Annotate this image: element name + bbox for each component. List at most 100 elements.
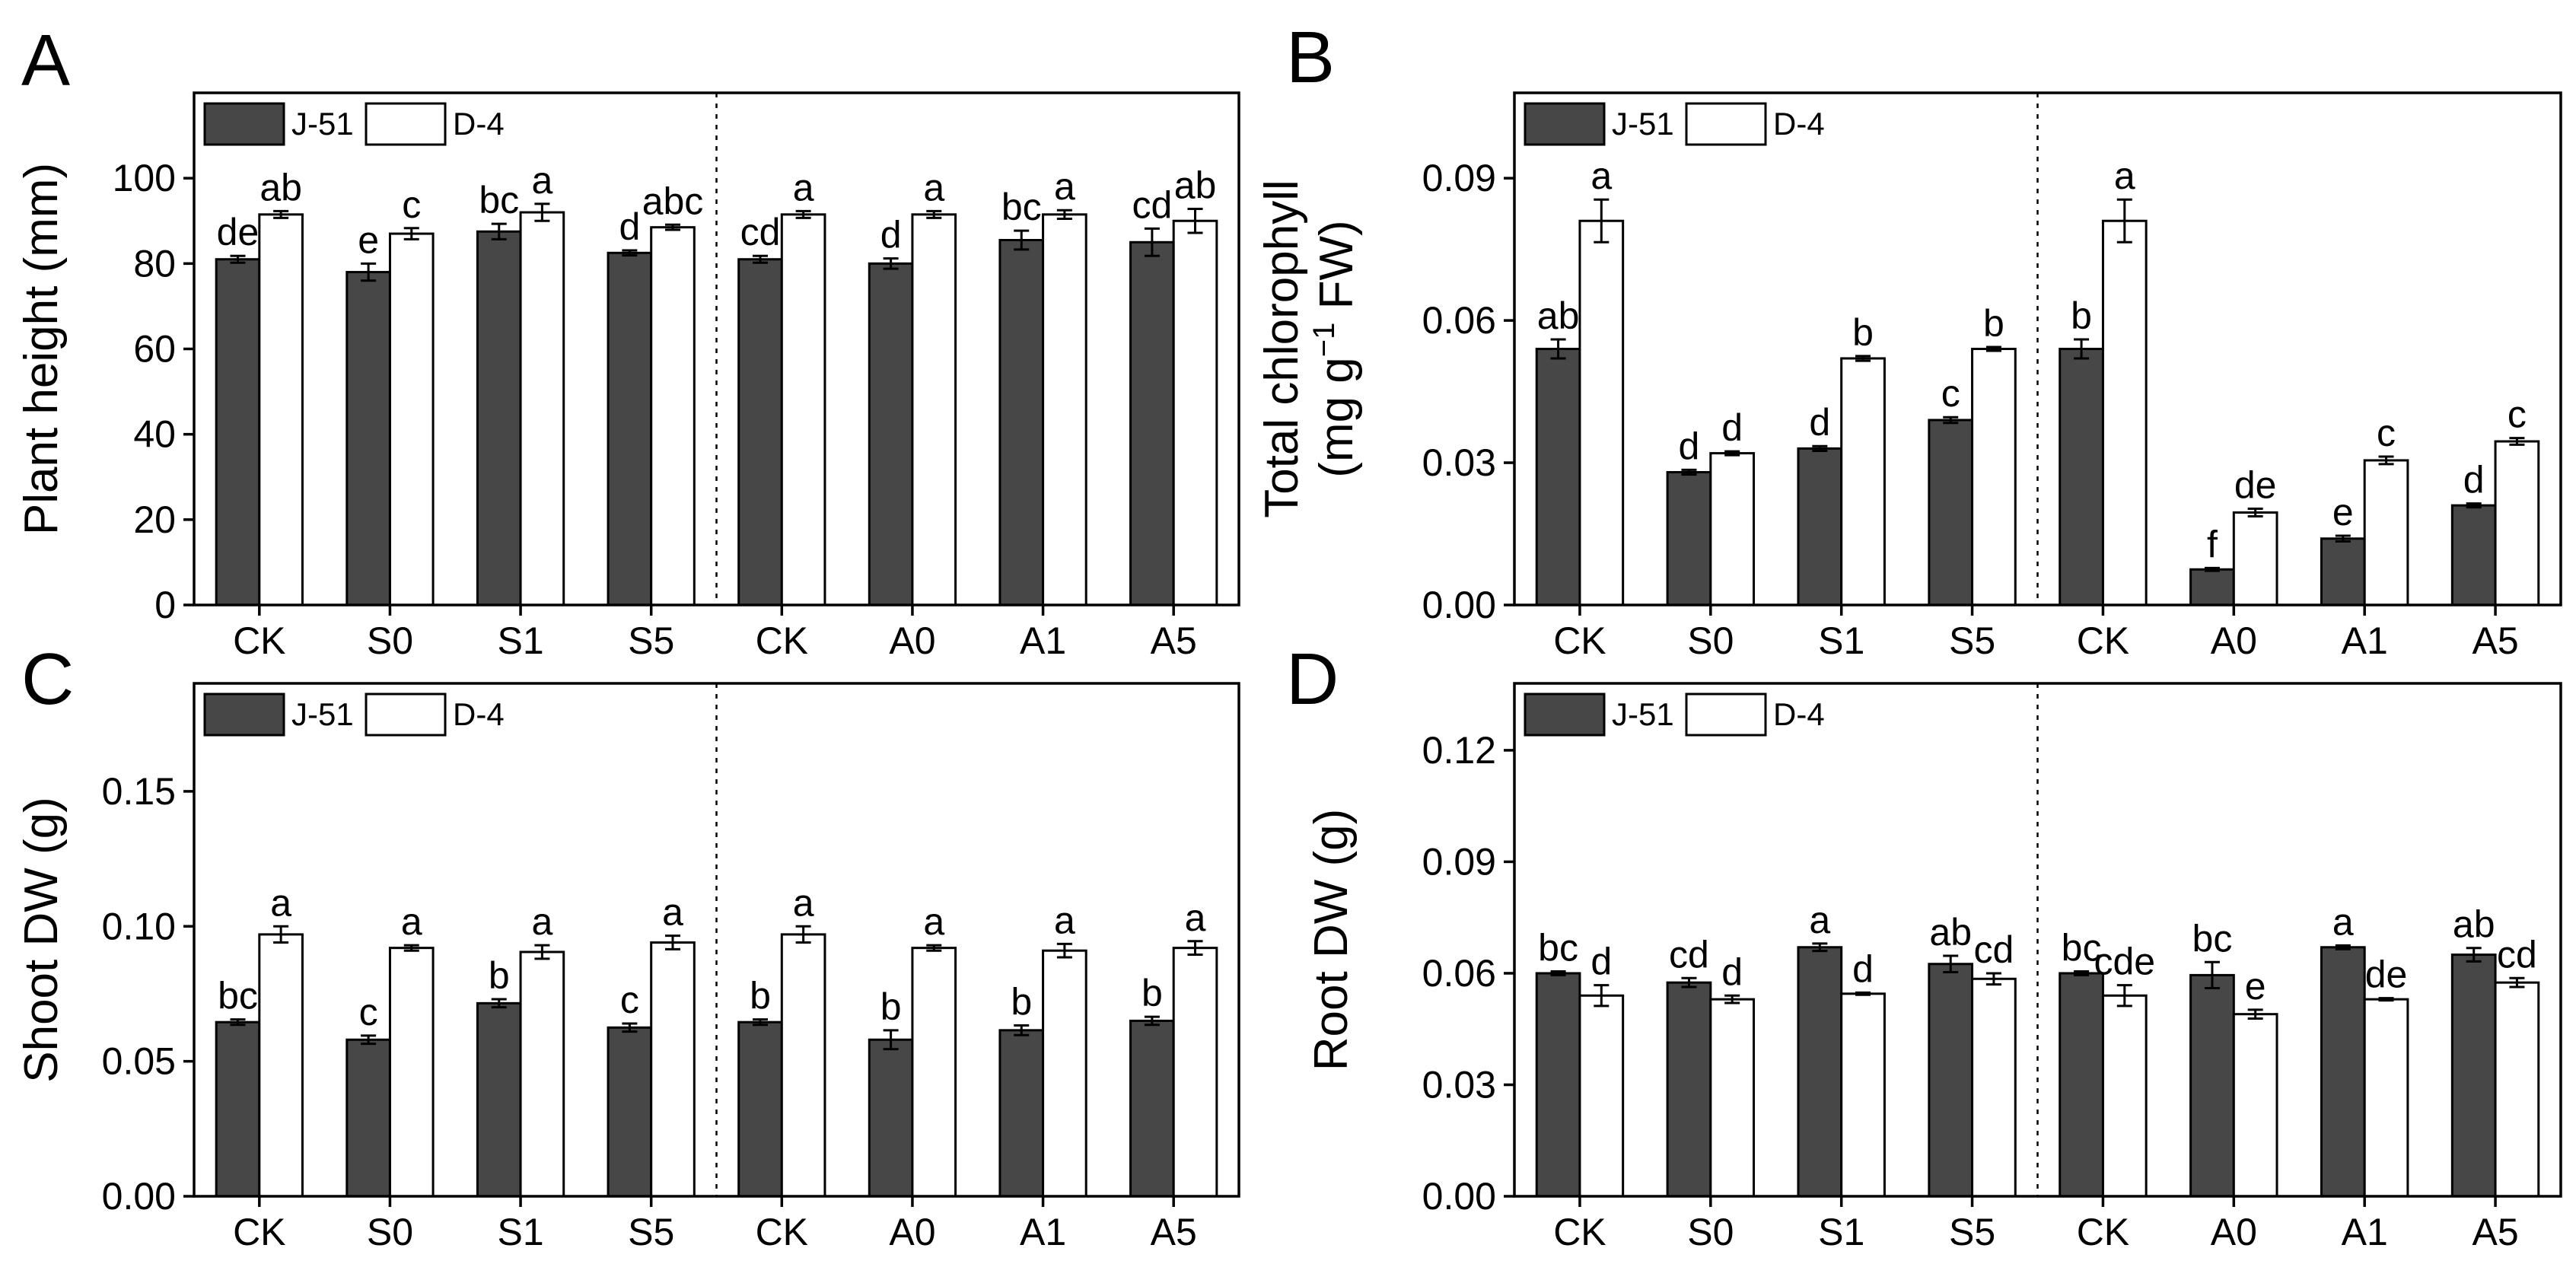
bar-j51-3 <box>607 251 653 607</box>
bar-d4-1 <box>388 232 435 607</box>
significance-label: cd <box>1132 183 1172 226</box>
x-tick-label-s1: S1 <box>497 619 543 662</box>
bar-d4-7 <box>1172 219 1218 607</box>
y-axis-title-units: (mg g−1 FW) <box>1307 220 1363 477</box>
significance-label: bc <box>1001 186 1042 228</box>
significance-label: c <box>402 183 421 226</box>
units-superscript: −1 <box>1307 323 1341 358</box>
x-tick-label-ck: CK <box>1553 1211 1606 1253</box>
error-bar <box>1550 338 1566 360</box>
bar-j51-6 <box>2320 946 2366 1198</box>
error-bar <box>2466 947 2482 963</box>
error-bar <box>795 925 811 944</box>
x-tick-label-s1: S1 <box>1818 619 1864 662</box>
significance-label: b <box>1852 311 1874 354</box>
y-tick-label: 0.09 <box>1422 840 1496 883</box>
significance-label: b <box>1142 972 1163 1014</box>
bar-d4-0 <box>258 213 304 607</box>
significance-label: d <box>1721 406 1743 449</box>
bar-d4-3 <box>650 226 696 607</box>
error-bar <box>622 1022 638 1033</box>
error-bar <box>1187 208 1203 234</box>
significance-label: ab <box>1929 911 1972 954</box>
bar-d4-7 <box>2494 981 2540 1198</box>
bar-d4-1 <box>388 947 435 1198</box>
x-tick-label-s0: S0 <box>1687 1211 1734 1253</box>
error-bar <box>1943 415 1959 425</box>
bar-j51-3 <box>1928 963 1974 1198</box>
error-bar <box>2335 944 2351 950</box>
x-tick-label-a1: A1 <box>2342 619 2388 662</box>
legend-swatch-d4 <box>1685 102 1767 146</box>
bar-j51-0 <box>1535 972 1581 1198</box>
legend-swatch-j51 <box>203 692 285 737</box>
error-bar <box>1594 198 1610 244</box>
error-bar <box>1985 345 2001 352</box>
bar-j51-2 <box>476 1001 522 1198</box>
significance-label: ab <box>1174 164 1217 207</box>
legend-swatch-d4 <box>365 102 447 146</box>
significance-label: a <box>793 881 814 924</box>
bar-j51-6 <box>998 1029 1045 1198</box>
significance-label: bc <box>1538 927 1578 969</box>
x-tick-label-ck: CK <box>233 619 285 662</box>
error-bar <box>1187 940 1203 957</box>
y-tick-label: 0 <box>154 584 176 626</box>
significance-label: a <box>1809 899 1830 941</box>
bar-d4-0 <box>1578 994 1625 1198</box>
significance-label: ab <box>1537 295 1580 337</box>
error-bar <box>2247 1008 2263 1020</box>
bar-j51-2 <box>1797 946 1843 1198</box>
bar-j51-0 <box>215 1020 261 1198</box>
legend-swatch-d4 <box>1685 692 1767 737</box>
error-bar <box>1812 942 1828 953</box>
bar-d4-2 <box>1840 357 1886 607</box>
x-tick-label-a0: A0 <box>889 1211 935 1253</box>
significance-label: bc <box>479 179 519 221</box>
legend-label-j51: J-51 <box>1612 696 1674 732</box>
legend-swatch-j51 <box>203 102 285 146</box>
error-bar <box>1550 970 1566 976</box>
error-bar <box>491 222 507 240</box>
bar-j51-2 <box>1797 447 1843 607</box>
error-bar <box>273 209 289 219</box>
error-bar <box>361 1034 377 1046</box>
significance-label: a <box>1590 154 1612 197</box>
legend-swatch-j51 <box>1524 692 1606 737</box>
significance-label: de <box>217 211 260 253</box>
x-tick-label-ck: CK <box>233 1211 285 1253</box>
significance-label: c <box>1941 372 1960 415</box>
bar-d4-5 <box>2232 1013 2278 1198</box>
bar-d4-6 <box>1042 949 1087 1198</box>
error-bar <box>230 254 246 264</box>
x-tick-label-s5: S5 <box>628 619 674 662</box>
bar-j51-7 <box>2450 504 2497 607</box>
significance-label: a <box>662 891 683 934</box>
bar-j51-6 <box>998 238 1045 607</box>
significance-label: b <box>1011 980 1032 1023</box>
bar-j51-7 <box>1129 240 1175 607</box>
bar-d4-4 <box>2101 994 2148 1198</box>
x-tick-label-s0: S0 <box>367 619 413 662</box>
significance-label: b <box>1983 302 2004 345</box>
y-tick-label: 60 <box>133 328 176 371</box>
significance-label: d <box>2463 459 2485 501</box>
y-tick-label: 80 <box>133 242 176 285</box>
y-tick-label: 0.06 <box>1422 952 1496 995</box>
significance-label: d <box>1809 401 1830 444</box>
y-tick-label: 0.09 <box>1422 157 1496 199</box>
x-tick-label-a5: A5 <box>1151 619 1197 662</box>
error-bar <box>230 1018 246 1027</box>
error-bar <box>1594 984 1610 1008</box>
bar-j51-4 <box>2059 348 2104 607</box>
legend-label-d4: D-4 <box>453 696 505 732</box>
significance-label: bc <box>2062 927 2102 969</box>
x-tick-label-a1: A1 <box>2342 1211 2388 1253</box>
bar-d4-4 <box>780 933 826 1198</box>
bar-j51-3 <box>1928 419 1974 607</box>
legend-label-j51: J-51 <box>291 696 354 732</box>
y-tick-label: 0.00 <box>102 1175 176 1218</box>
significance-label: de <box>2234 464 2277 507</box>
